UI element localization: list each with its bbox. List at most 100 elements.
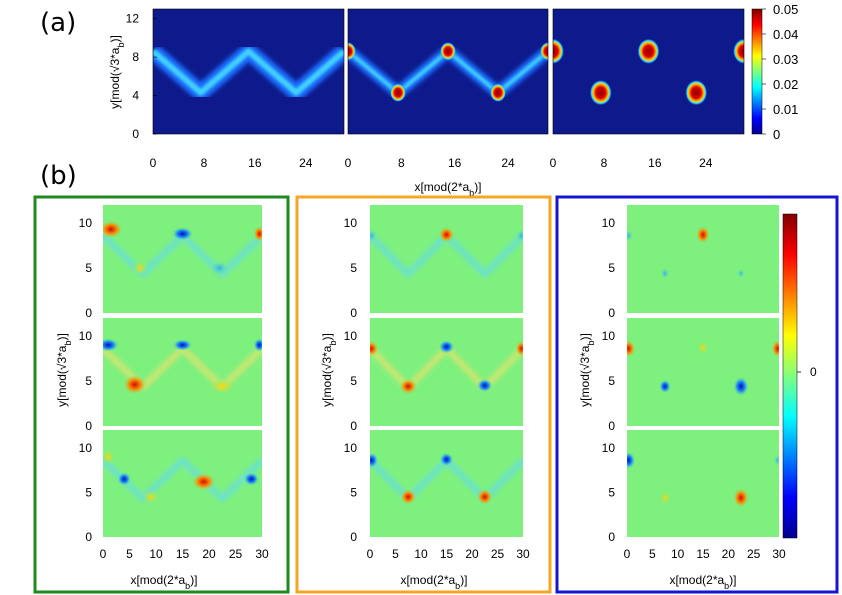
panel-b: 0 5 10 0 5 10 0 5 10 0 5 10 15 20 25 30 0 5 10 0 5 10 0 5 10 0 5 10…: [33, 195, 839, 594]
xlabel-b-green: x[mod(2*ab)]: [130, 573, 197, 591]
y-tick-label: 0: [608, 419, 615, 433]
colorbar-b: [782, 213, 798, 539]
y-tick-label: 0: [350, 530, 357, 544]
y-tick-label: 0: [85, 306, 92, 320]
x-tick-label: 24: [299, 156, 313, 170]
difference-blob: [103, 220, 123, 239]
density-core: [153, 48, 344, 96]
panel-a-density-layer: [153, 38, 744, 106]
y-tick-label: 5: [608, 374, 615, 388]
x-tick-label: 16: [448, 156, 462, 170]
y-tick-label: 10: [344, 216, 358, 230]
x-tick-label: 0: [345, 156, 352, 170]
x-tick-label: 0: [550, 156, 557, 170]
y-tick-label: 10: [344, 441, 358, 455]
difference-blob: [476, 488, 493, 505]
difference-blob: [400, 488, 417, 505]
density-peak: [589, 80, 612, 106]
colorbar-tick-label: 0.02: [773, 77, 798, 92]
x-tick-label: 25: [747, 547, 761, 561]
y-tick-label: 5: [85, 261, 92, 275]
panel-a: 0 8 16 24 0 4 8 12 0 8 16 24 0 8 16 24 0 0.01 0.02 0.03 0.0…: [108, 2, 798, 198]
difference-blob: [103, 338, 120, 352]
difference-blob: [172, 339, 193, 351]
colorbar-tick-label: 0.05: [773, 2, 798, 17]
x-tick-label: 8: [601, 156, 608, 170]
x-tick-label: 15: [176, 547, 190, 561]
difference-map: [627, 318, 779, 426]
x-tick-label: 5: [649, 547, 656, 561]
x-tick-label: 0: [150, 156, 157, 170]
panel-b-axes: 0 5 10 0 5 10 0 5 10 0 5 10 15 20 25 30 0 5 10 0 5 10 0 5 10 0 5 10…: [79, 216, 786, 561]
difference-blob: [243, 472, 260, 487]
difference-blob: [515, 340, 523, 357]
heatmap-a-border: [152, 8, 345, 135]
difference-blob: [696, 225, 710, 244]
panel-b-difference-layer: [103, 205, 779, 537]
x-tick-label: 24: [699, 156, 713, 170]
y-tick-label: 5: [350, 261, 357, 275]
x-tick-label: 0: [367, 547, 374, 561]
ylabel-b-orange: y[mod(√3*ab)]: [320, 333, 338, 407]
difference-blob: [171, 226, 194, 241]
x-tick-label: 30: [516, 547, 530, 561]
y-tick-label: 0: [132, 127, 139, 141]
difference-blob: [697, 340, 709, 355]
x-tick-label: 16: [248, 156, 262, 170]
y-tick-label: 10: [602, 441, 616, 455]
x-tick-label: 8: [398, 156, 405, 170]
difference-map: [627, 430, 779, 537]
y-tick-label: 5: [350, 485, 357, 499]
difference-blob: [399, 378, 418, 395]
y-tick-label: 10: [79, 329, 93, 343]
difference-blob: [370, 228, 378, 243]
panel-label-b: (b): [40, 161, 77, 191]
difference-blob: [438, 226, 455, 243]
y-tick-label: 0: [85, 530, 92, 544]
y-tick-label: 12: [126, 12, 140, 26]
frame-orange: [295, 195, 552, 594]
difference-blob: [733, 376, 749, 397]
difference-blob: [103, 448, 116, 465]
y-tick-label: 5: [85, 485, 92, 499]
ylabel-a: y[mod(√3*ab)]: [108, 35, 126, 109]
density-peak: [490, 83, 506, 102]
difference-blob: [737, 268, 745, 279]
y-tick-label: 5: [350, 374, 357, 388]
x-tick-label: 10: [414, 547, 428, 561]
density-peak: [637, 38, 660, 64]
x-tick-label: 25: [229, 547, 243, 561]
y-tick-label: 0: [350, 419, 357, 433]
x-tick-label: 0: [624, 547, 631, 561]
ylabel-b-blue: y[mod(√3*ab)]: [578, 333, 596, 407]
x-tick-label: 0: [100, 547, 107, 561]
difference-band: [103, 455, 262, 504]
difference-blob: [476, 378, 493, 393]
y-tick-label: 10: [79, 441, 93, 455]
x-tick-label: 24: [501, 156, 515, 170]
colorbar-b-label: 0: [810, 365, 817, 379]
x-tick-label: 30: [255, 547, 269, 561]
difference-blob: [659, 379, 671, 394]
difference-blob: [209, 260, 230, 276]
heatmap-a-border: [347, 8, 549, 135]
x-tick-label: 10: [671, 547, 685, 561]
y-tick-label: 5: [608, 261, 615, 275]
density-peak: [685, 80, 708, 106]
difference-blob: [660, 267, 670, 280]
x-tick-label: 20: [202, 547, 216, 561]
y-tick-label: 5: [85, 374, 92, 388]
x-tick-label: 20: [722, 547, 736, 561]
difference-blob: [117, 472, 132, 487]
density-peak: [390, 83, 406, 102]
ylabel-b-green: y[mod(√3*ab)]: [55, 333, 73, 407]
difference-blob: [370, 452, 379, 469]
difference-blob: [370, 340, 379, 357]
density-peak: [733, 38, 744, 64]
difference-blob: [191, 472, 216, 491]
colorbar-tick-label: 0.03: [773, 52, 798, 67]
y-tick-label: 10: [344, 329, 358, 343]
difference-blob: [208, 378, 237, 395]
colorbar-a: [751, 8, 763, 135]
difference-blob: [627, 339, 636, 358]
